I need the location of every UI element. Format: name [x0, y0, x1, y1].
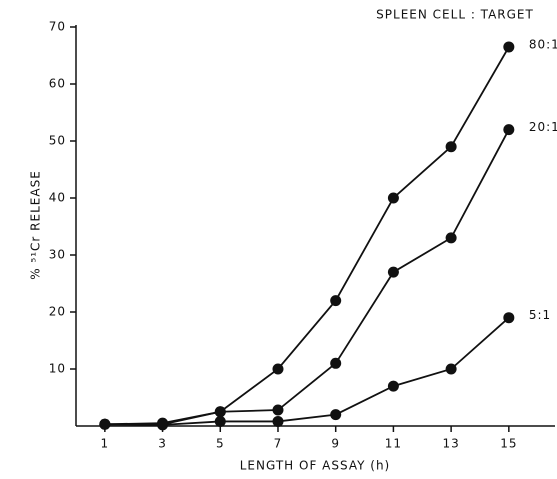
point [330, 357, 342, 369]
point [387, 266, 399, 278]
series-label: 80:1 [529, 37, 557, 51]
point [272, 415, 284, 427]
point [99, 418, 111, 430]
point [445, 363, 457, 375]
point [214, 406, 226, 418]
point [445, 232, 457, 244]
y-tick-label: 30 [49, 248, 66, 262]
point [445, 141, 457, 153]
point [214, 415, 226, 427]
point [387, 192, 399, 204]
point [330, 295, 342, 307]
point [272, 404, 284, 416]
point [387, 380, 399, 392]
point [503, 124, 515, 136]
point [330, 409, 342, 421]
y-tick-label: 20 [49, 305, 66, 319]
x-tick-label: 13 [442, 437, 459, 451]
y-axis-label: % ⁵¹Cr RELEASE [29, 170, 43, 280]
x-tick-label: 1 [101, 437, 110, 451]
x-tick-label: 3 [158, 437, 167, 451]
point [272, 363, 284, 375]
legend-title: SPLEEN CELL : TARGET [376, 8, 534, 22]
series-line [104, 46, 510, 426]
y-tick-label: 60 [49, 77, 66, 91]
y-tick-label: 10 [49, 362, 66, 376]
x-axis-label: LENGTH OF ASSAY (h) [240, 459, 391, 473]
x-tick-label: 15 [500, 437, 517, 451]
series-line [104, 317, 510, 426]
point [157, 419, 169, 431]
series-label: 5:1 [529, 308, 551, 322]
x-tick-label: 5 [216, 437, 225, 451]
point [503, 41, 515, 53]
series-line [104, 129, 510, 426]
x-tick-label: 7 [274, 437, 283, 451]
y-tick-label: 50 [49, 134, 66, 148]
x-tick-label: 9 [331, 437, 340, 451]
point [503, 312, 515, 324]
x-tick-label: 11 [385, 437, 402, 451]
series-label: 20:1 [529, 120, 557, 134]
y-tick-label: 70 [49, 20, 66, 34]
y-tick-label: 40 [49, 191, 66, 205]
